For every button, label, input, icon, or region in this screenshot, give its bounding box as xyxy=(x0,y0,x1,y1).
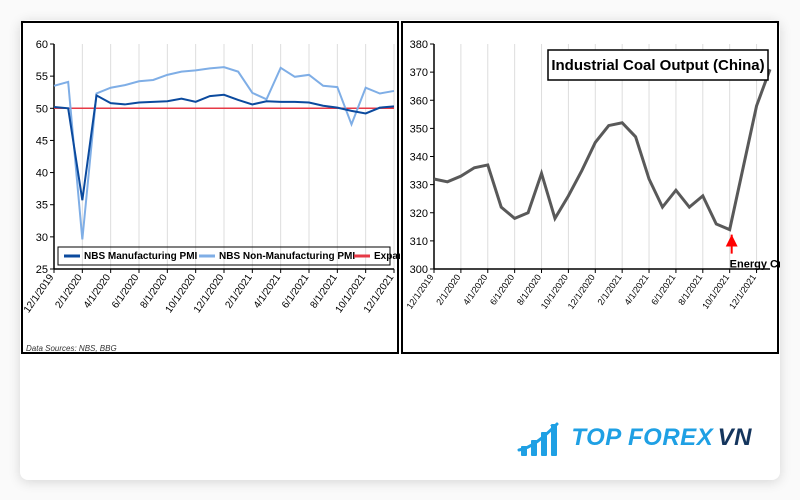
svg-text:360: 360 xyxy=(410,95,428,107)
svg-text:320: 320 xyxy=(410,208,428,220)
svg-text:8/1/2020: 8/1/2020 xyxy=(515,272,543,306)
svg-text:330: 330 xyxy=(410,180,428,192)
svg-text:6/1/2020: 6/1/2020 xyxy=(488,272,516,306)
svg-text:NBS Non-Manufacturing PMI: NBS Non-Manufacturing PMI xyxy=(219,251,355,262)
bars-icon xyxy=(517,418,563,458)
svg-text:35: 35 xyxy=(36,200,48,212)
svg-text:55: 55 xyxy=(36,71,48,83)
brand-logo: TOP FOREX VN xyxy=(517,418,752,458)
svg-text:2/1/2020: 2/1/2020 xyxy=(53,272,85,311)
svg-text:2/1/2021: 2/1/2021 xyxy=(223,272,255,311)
svg-text:380: 380 xyxy=(410,39,428,51)
right-panel: 30031032033034035036037038012/1/20192/1/… xyxy=(400,20,780,355)
brand-text: TOP FOREX VN xyxy=(571,424,752,452)
svg-text:6/1/2021: 6/1/2021 xyxy=(280,272,312,311)
svg-text:NBS Manufacturing PMI: NBS Manufacturing PMI xyxy=(84,251,198,262)
svg-text:2/1/2020: 2/1/2020 xyxy=(434,272,462,306)
card: 253035404550556012/1/20192/1/20204/1/202… xyxy=(20,20,780,480)
svg-text:340: 340 xyxy=(410,152,428,164)
svg-text:6/1/2020: 6/1/2020 xyxy=(110,272,142,311)
source-text: Data Sources: NBS, BBG xyxy=(26,344,117,353)
svg-text:310: 310 xyxy=(410,236,428,248)
svg-text:12/1/2019: 12/1/2019 xyxy=(22,272,57,315)
brand-b: VN xyxy=(718,424,752,451)
svg-text:4/1/2021: 4/1/2021 xyxy=(252,272,284,311)
svg-text:40: 40 xyxy=(36,168,48,180)
svg-text:12/1/2021: 12/1/2021 xyxy=(727,272,758,311)
left-panel: 253035404550556012/1/20192/1/20204/1/202… xyxy=(20,20,400,355)
svg-text:6/1/2021: 6/1/2021 xyxy=(649,272,677,306)
pmi-chart: 253035404550556012/1/20192/1/20204/1/202… xyxy=(20,20,400,355)
brand-a: TOP FOREX xyxy=(571,424,713,451)
svg-text:60: 60 xyxy=(36,39,48,51)
charts-row: 253035404550556012/1/20192/1/20204/1/202… xyxy=(20,20,780,355)
svg-text:2/1/2021: 2/1/2021 xyxy=(596,272,624,306)
svg-text:4/1/2020: 4/1/2020 xyxy=(82,272,114,311)
svg-text:45: 45 xyxy=(36,135,48,147)
svg-text:Industrial Coal Output (China): Industrial Coal Output (China) xyxy=(551,57,764,74)
svg-text:8/1/2021: 8/1/2021 xyxy=(676,272,704,306)
svg-text:12/1/2020: 12/1/2020 xyxy=(566,272,597,311)
svg-text:4/1/2020: 4/1/2020 xyxy=(461,272,489,306)
svg-text:30: 30 xyxy=(36,232,48,244)
svg-text:12/1/2019: 12/1/2019 xyxy=(404,272,435,311)
svg-text:50: 50 xyxy=(36,103,48,115)
svg-text:Expansion/Contraction: Expansion/Contraction xyxy=(374,251,400,262)
svg-text:4/1/2021: 4/1/2021 xyxy=(622,272,650,306)
coal-chart: 30031032033034035036037038012/1/20192/1/… xyxy=(400,20,780,355)
svg-text:370: 370 xyxy=(410,67,428,79)
svg-text:350: 350 xyxy=(410,123,428,135)
svg-text:Energy Crunch: Energy Crunch xyxy=(730,259,780,271)
